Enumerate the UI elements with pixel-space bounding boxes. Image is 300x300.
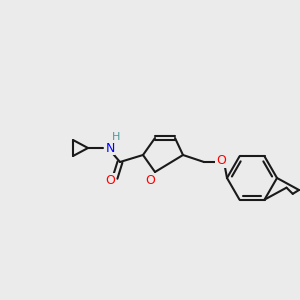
Text: H: H — [112, 132, 120, 142]
Text: O: O — [145, 173, 155, 187]
Text: O: O — [105, 173, 115, 187]
Text: O: O — [216, 154, 226, 167]
Text: N: N — [105, 142, 115, 154]
